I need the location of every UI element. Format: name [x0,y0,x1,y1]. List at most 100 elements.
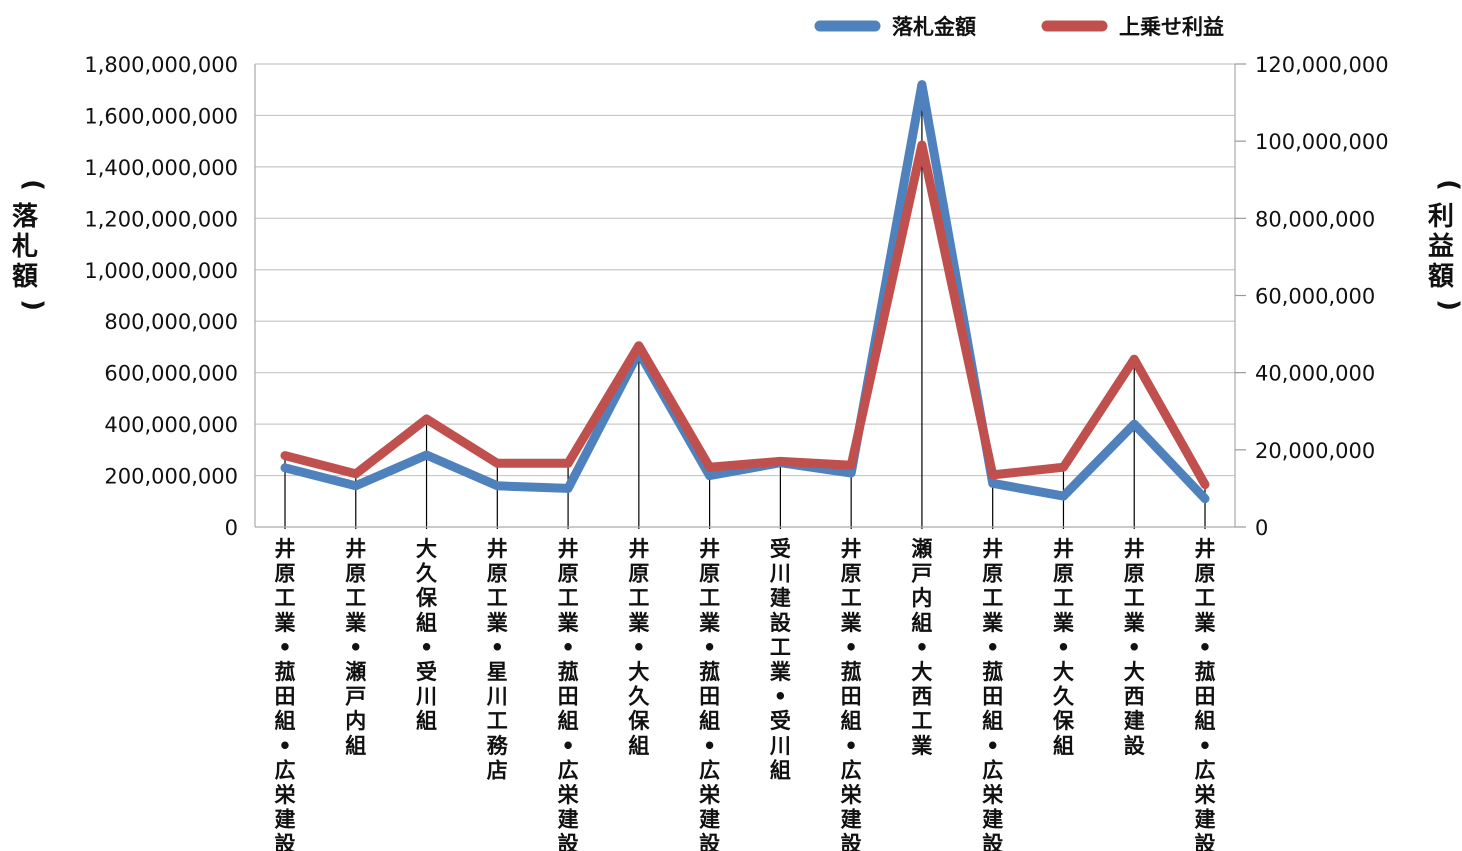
category-label-char: 組 [911,611,932,635]
category-label-char: 工 [558,586,579,610]
left-tick-label: 400,000,000 [104,413,238,437]
category-label-char: 組 [1053,734,1074,758]
category-label-char: 広 [841,758,862,782]
data-point [850,471,853,474]
category-label-char: 久 [1053,685,1074,709]
category-label-char: • [986,635,999,659]
left-tick-label: 800,000,000 [104,310,238,334]
right-axis-ticks: 0 20,000,000 40,000,000 60,000,000 80,000,00… [1235,53,1389,540]
left-tick-label: 1,400,000,000 [84,156,238,180]
left-tick-label: 600,000,000 [104,362,238,386]
category-label-char: 川 [769,734,791,758]
legend-label-1: 落札金額 [892,15,976,39]
category-label-char: 工 [770,635,791,659]
grid [255,63,1235,477]
data-point [850,464,853,467]
category-label-char: 原 [628,562,649,586]
category-labels: 井原工業•菰田組•広栄建設井原工業•瀬戸内組大久保組•受川組井原工業•星川工務店… [274,537,1217,851]
category-label-char: 原 [841,562,862,586]
category-label-char: 内 [911,586,932,610]
category-label-char: 井 [1124,537,1145,561]
category-label-char: 組 [982,709,1003,733]
category-label-char: 井 [699,537,720,561]
legend: 落札金額 上乗せ利益 [814,15,1224,39]
axis-title-char: 益 [1428,232,1454,262]
category-label-char: 大 [1053,660,1074,684]
category-label-char: 西 [911,685,932,709]
right-tick-label: 100,000,000 [1255,130,1389,154]
category-label-char: 田 [841,685,862,709]
category-label-char: • [1128,635,1141,659]
category-label-char: 設 [558,832,580,851]
left-tick-label: 0 [225,516,238,540]
category-label-char: • [278,635,291,659]
category-label-char: 組 [345,734,366,758]
category-label-char: 工 [982,586,1003,610]
category-label-char: 業 [770,660,792,684]
category-label-char: 原 [275,562,296,586]
category-label-char: 業 [628,611,650,635]
category-label-char: 建 [558,808,579,832]
category-label-char: 原 [558,562,579,586]
data-point [567,462,570,465]
data-point [920,144,923,147]
category-label-char: 川 [415,685,437,709]
category-label-char: • [491,635,504,659]
category-label-char: 井 [628,537,649,561]
category-label-char: 設 [1124,734,1146,758]
category-label-char: • [1198,734,1211,758]
data-point [496,462,499,465]
category-label-char: 原 [487,562,508,586]
category-label-char: 組 [628,734,649,758]
category-label-char: 菰 [275,660,296,684]
plot-frame [254,64,1236,528]
category-label-char: • [1057,635,1070,659]
category-label-char: 原 [1195,562,1216,586]
category-label-char: • [278,734,291,758]
category-label-char: 業 [841,611,863,635]
category-label-char: 業 [911,734,933,758]
axis-title-char: 落 [12,202,39,232]
category-label-char: 星 [487,660,508,684]
category-label-char: • [561,635,574,659]
category-label-char: 久 [416,562,437,586]
data-point [1133,358,1136,361]
category-label-char: 戸 [345,685,366,709]
right-tick-label: 40,000,000 [1255,362,1375,386]
right-tick-label: 20,000,000 [1255,439,1375,463]
data-point [991,473,994,476]
category-label-char: 業 [699,611,721,635]
category-label-char: • [986,734,999,758]
category-label-char: 栄 [274,783,297,807]
left-tick-label: 1,200,000,000 [84,207,238,231]
category-label-char: 建 [982,808,1003,832]
category-label-char: • [844,635,857,659]
left-axis-title: (落札額) [12,179,48,311]
category-label-char: 業 [1195,611,1217,635]
right-tick-label: 0 [1255,516,1268,540]
data-point [284,466,286,469]
category-label-char: 川 [486,685,508,709]
category-label-char: 業 [345,611,367,635]
category-label-char: • [703,635,716,659]
category-label-char: 栄 [1194,783,1217,807]
category-label-char: 大 [628,660,649,684]
data-point [1204,483,1206,486]
category-label-char: 広 [1195,758,1216,782]
category-label-char: 保 [415,586,438,610]
category-label-char: 瀬 [911,537,932,561]
category-label-char: 原 [1124,562,1145,586]
series-layer [280,80,1210,504]
category-label-char: 業 [982,611,1004,635]
category-label-char: 瀬 [345,660,366,684]
category-label-char: 業 [1053,611,1075,635]
axis-title-char: ( [1434,179,1462,191]
category-label-char: 井 [1053,537,1074,561]
category-label-char: 建 [1195,808,1216,832]
category-label-char: 井 [275,537,296,561]
category-label-char: 栄 [981,783,1004,807]
category-label-char: 店 [487,758,508,782]
data-point [708,466,711,469]
category-label-char: 菰 [1195,660,1216,684]
category-label-char: 設 [770,611,792,635]
